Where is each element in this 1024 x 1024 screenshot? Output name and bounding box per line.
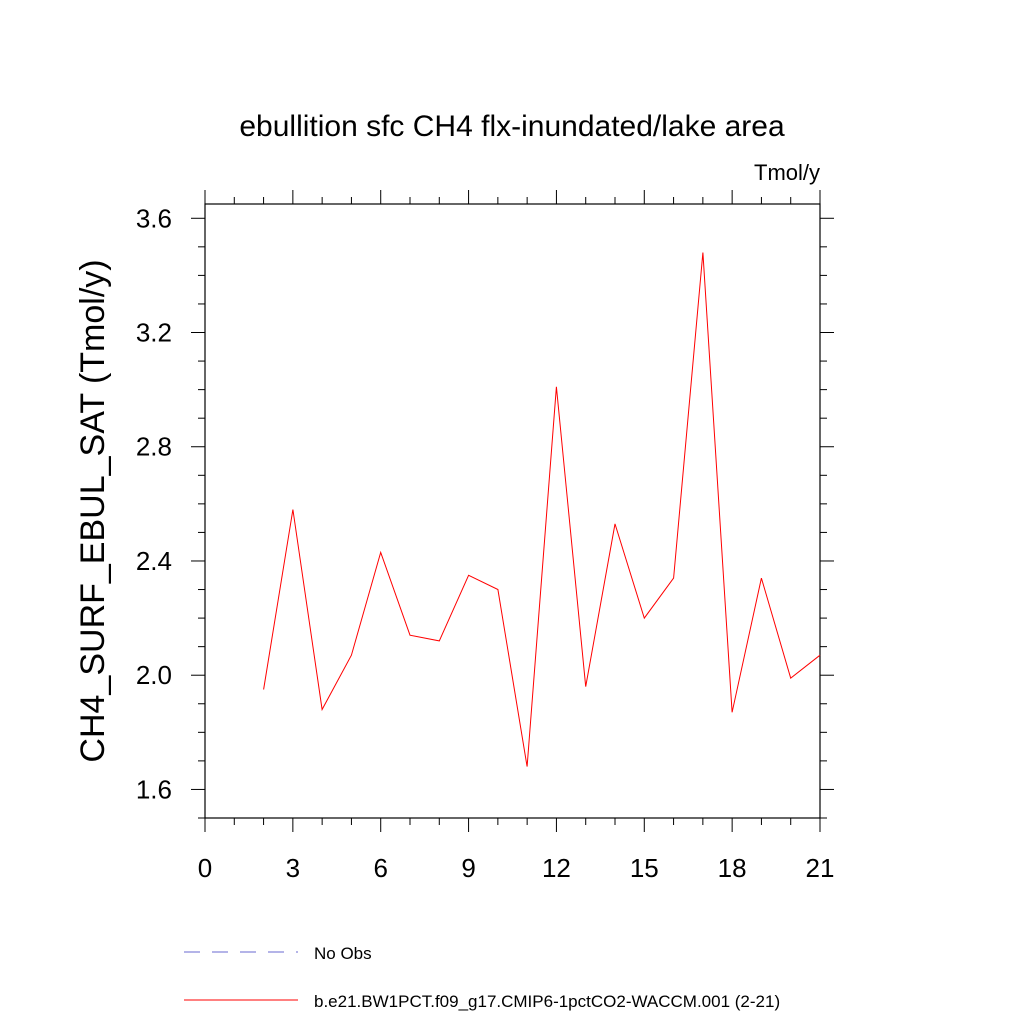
y-tick-label: 2.0 (136, 660, 172, 690)
units-label: Tmol/y (754, 160, 820, 185)
x-tick-label: 3 (286, 853, 300, 883)
legend: No Obs b.e21.BW1PCT.f09_g17.CMIP6-1pctCO… (184, 944, 780, 1011)
x-tick-label: 12 (542, 853, 571, 883)
y-tick-label: 2.8 (136, 432, 172, 462)
chart-title: ebullition sfc CH4 flx-inundated/lake ar… (239, 110, 785, 143)
plot-frame (204, 203, 821, 819)
series-line-0 (263, 252, 821, 767)
x-tick-label: 6 (373, 853, 387, 883)
axis-ticks (191, 190, 834, 832)
y-tick-label: 3.6 (136, 203, 172, 233)
tick-labels: 0 3 6 9 12 15 18 21 1.6 2.0 2.4 2.8 3.2 3.6 (136, 203, 835, 883)
legend-label-no-obs: No Obs (314, 944, 372, 963)
x-tick-label: 15 (630, 853, 659, 883)
x-tick-label: 21 (806, 853, 835, 883)
x-tick-label: 0 (198, 853, 212, 883)
y-tick-label: 1.6 (136, 774, 172, 804)
y-tick-label: 3.2 (136, 318, 172, 348)
legend-label-model-run: b.e21.BW1PCT.f09_g17.CMIP6-1pctCO2-WACCM… (314, 992, 780, 1011)
y-tick-label: 2.4 (136, 546, 172, 576)
x-tick-label: 18 (718, 853, 747, 883)
series-layer (263, 252, 821, 767)
x-tick-label: 9 (461, 853, 475, 883)
y-axis-label: CH4_SURF_EBUL_SAT (Tmol/y) (74, 259, 112, 762)
